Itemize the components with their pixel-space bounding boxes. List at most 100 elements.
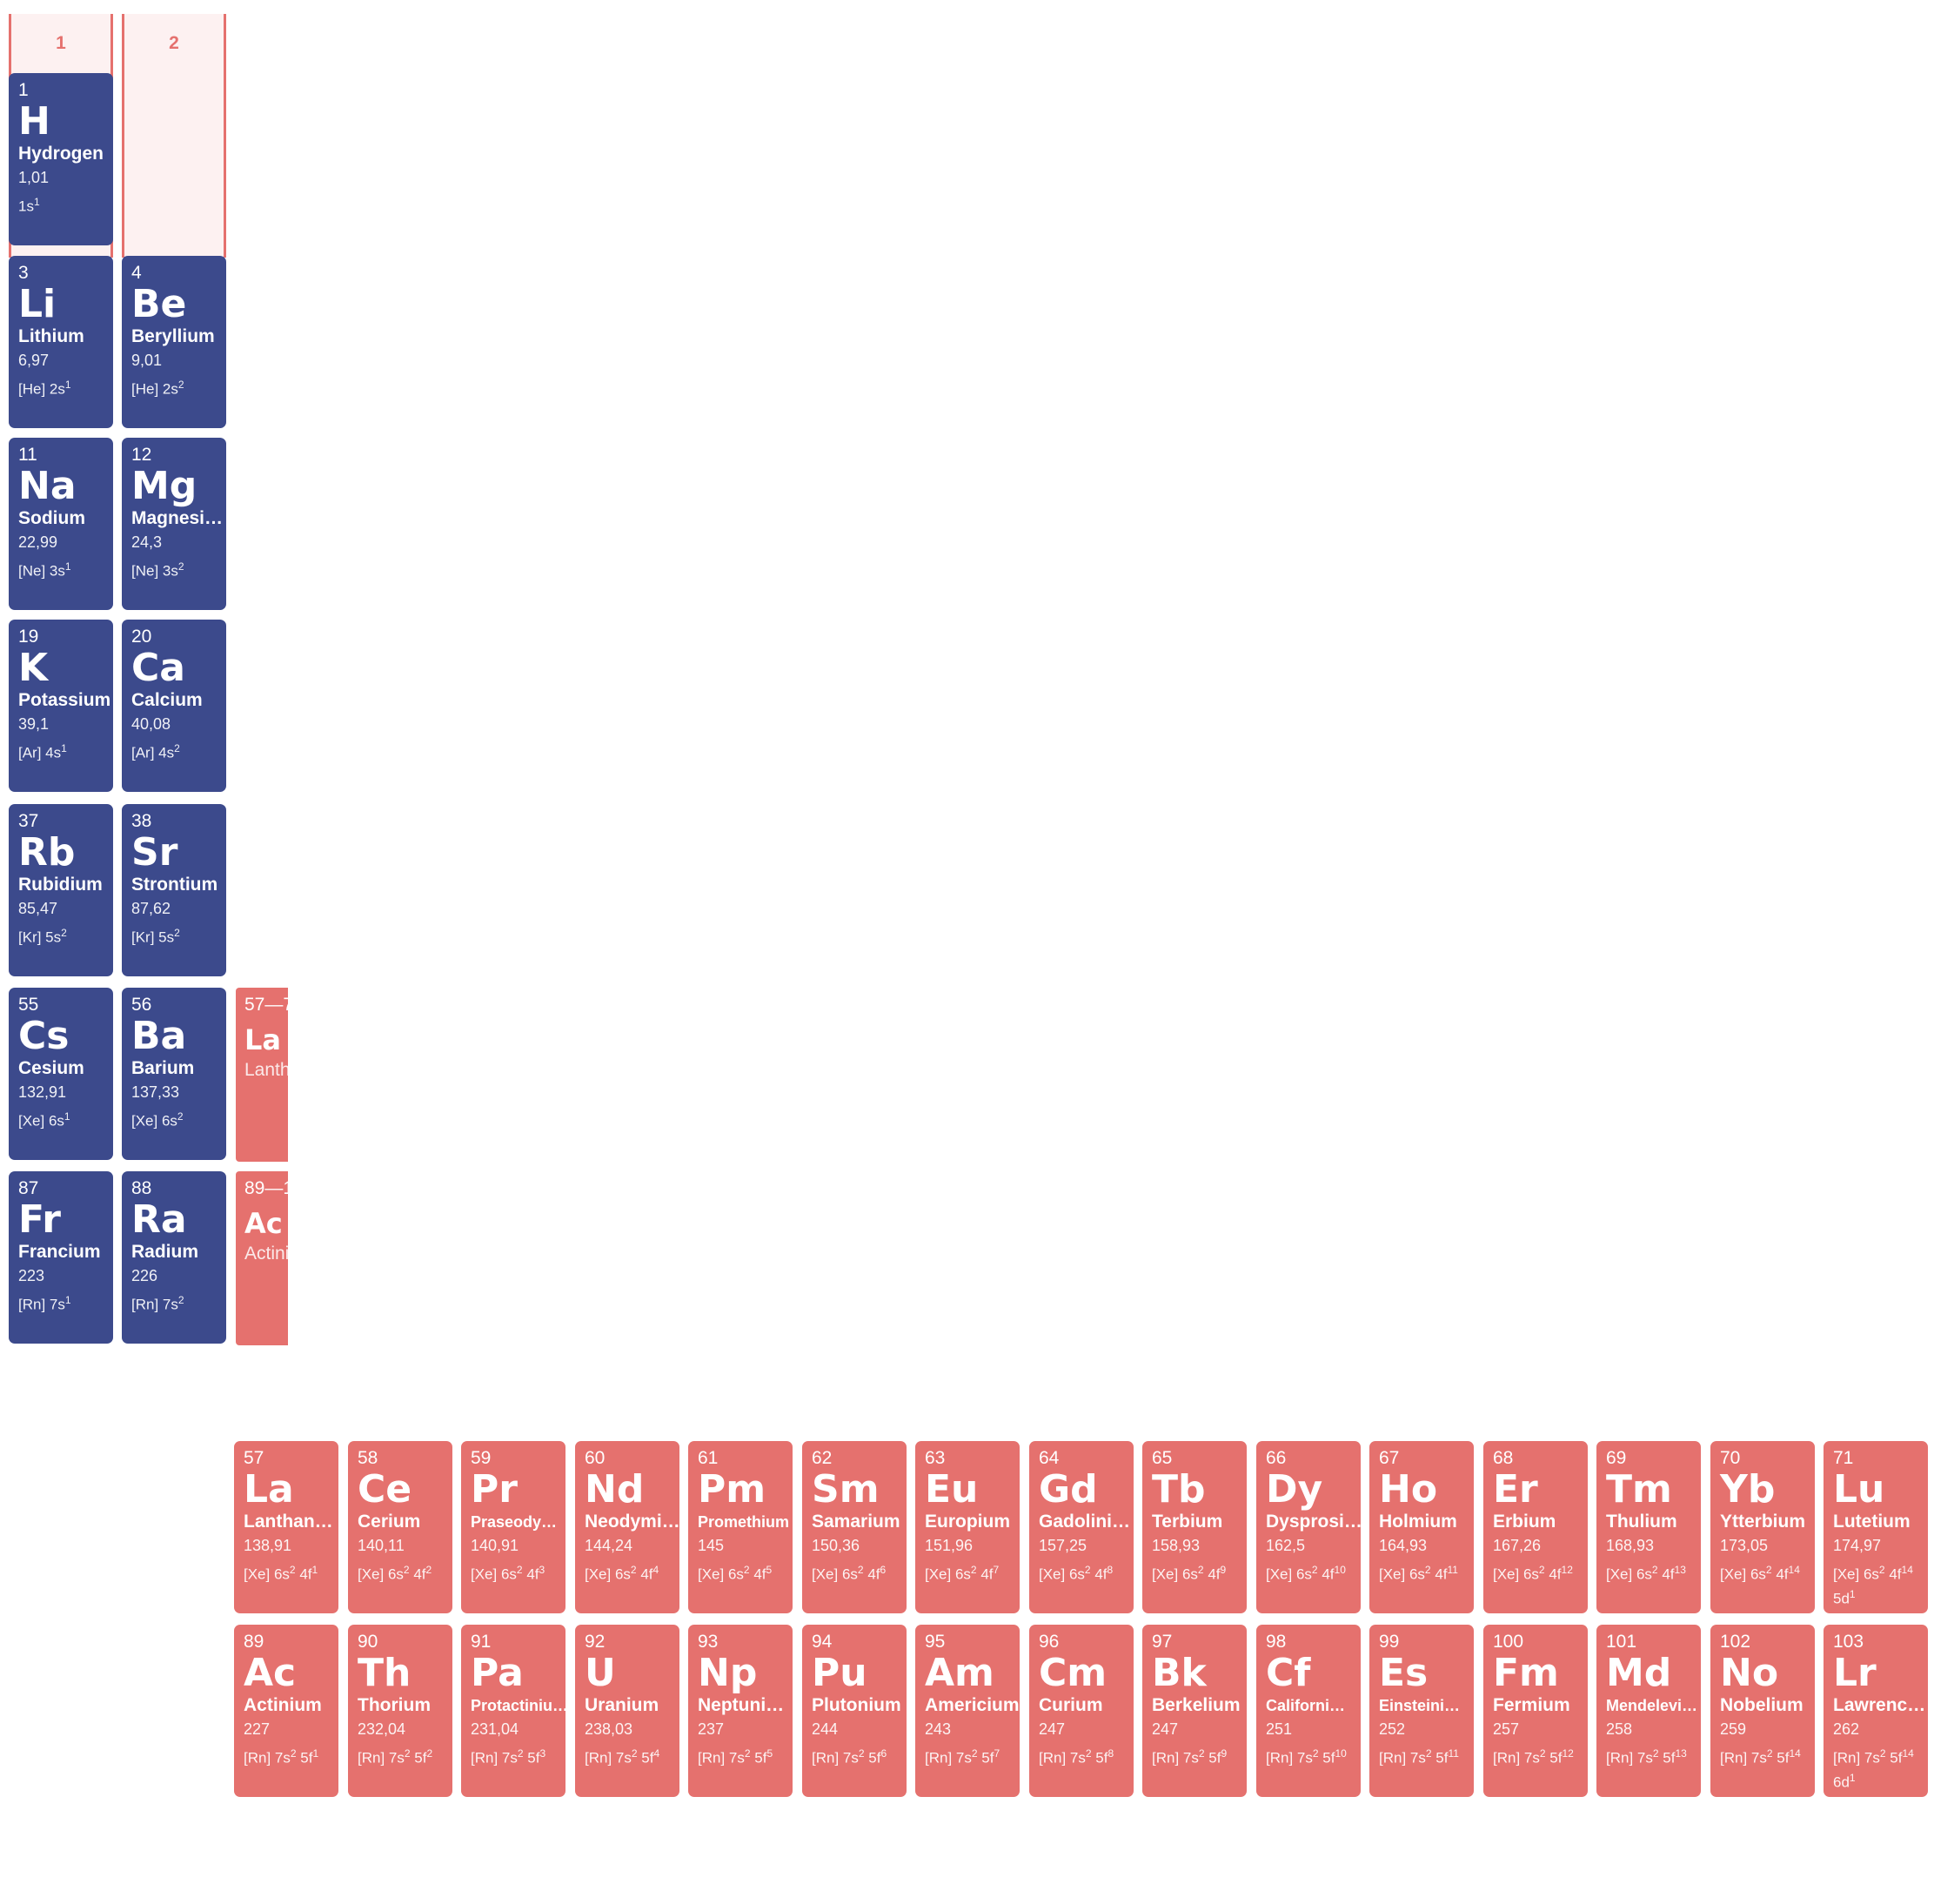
config-exponent: 2 [1085,1747,1092,1760]
element-tile-pu[interactable]: 94 Pu Plutonium 244 [Rn] 7s2 5f6 [802,1625,907,1797]
element-tile-sm[interactable]: 62 Sm Samarium 150,36 [Xe] 6s2 4f6 [802,1441,907,1613]
element-tile-er[interactable]: 68 Er Erbium 167,26 [Xe] 6s2 4f12 [1483,1441,1588,1613]
element-tile-u[interactable]: 92 U Uranium 238,03 [Rn] 7s2 5f4 [575,1625,679,1797]
element-tile-cm[interactable]: 96 Cm Curium 247 [Rn] 7s2 5f8 [1029,1625,1134,1797]
config-exponent: 2 [1084,1564,1091,1576]
element-tile-bk[interactable]: 97 Bk Berkelium 247 [Rn] 7s2 5f9 [1142,1625,1247,1797]
config-exponent: 12 [1562,1747,1574,1760]
electron-configuration: [Xe] 6s2 [131,1107,226,1131]
config-orbital: 5f [1545,1749,1563,1767]
atomic-number: 98 [1266,1632,1287,1652]
atomic-number: 65 [1152,1448,1173,1468]
element-symbol: Np [698,1651,758,1695]
element-tile-be[interactable]: 4 Be Beryllium 9,01 [He] 2s2 [122,256,226,428]
element-symbol: Li [18,282,57,326]
element-tile-no[interactable]: 102 No Nobelium 259 [Rn] 7s2 5f14 [1710,1625,1815,1797]
config-exponent: 1 [312,1747,319,1760]
element-tile-yb[interactable]: 70 Yb Ytterbium 173,05 [Xe] 6s2 4f14 [1710,1441,1815,1613]
atomic-mass: 87,62 [131,900,171,917]
element-tile-na[interactable]: 11 Na Sodium 22,99 [Ne] 3s1 [9,438,113,610]
element-symbol: H [18,99,50,144]
element-name: Plutonium [812,1695,901,1715]
element-tile-rb[interactable]: 37 Rb Rubidium 85,47 [Kr] 5s2 [9,804,113,976]
element-symbol: Ho [1379,1467,1438,1512]
config-orbital: [Ar] 4s [131,744,175,761]
element-symbol: Tb [1152,1467,1206,1512]
element-symbol: Gd [1039,1467,1098,1512]
element-tile-la[interactable]: 57 La Lanthan… 138,91 [Xe] 6s2 4f1 [234,1441,338,1613]
element-tile-cf[interactable]: 98 Cf Californi… 251 [Rn] 7s2 5f10 [1256,1625,1361,1797]
element-symbol: No [1720,1651,1779,1695]
element-tile-fm[interactable]: 100 Fm Fermium 257 [Rn] 7s2 5f12 [1483,1625,1588,1797]
atomic-mass: 247 [1152,1720,1179,1738]
config-orbital: [Xe] 6s [1606,1565,1652,1583]
atomic-mass: 145 [698,1537,725,1554]
element-tile-ba[interactable]: 56 Ba Barium 137,33 [Xe] 6s2 [122,988,226,1160]
element-tile-dy[interactable]: 66 Dy Dysprosi… 162,5 [Xe] 6s2 4f10 [1256,1441,1361,1613]
element-tile-lu[interactable]: 71 Lu Lutetium 174,97 [Xe] 6s2 4f14 5d1 [1824,1441,1928,1613]
element-tile-th[interactable]: 90 Th Thorium 232,04 [Rn] 7s2 5f2 [348,1625,452,1797]
element-tile-pm[interactable]: 61 Pm Promethium 145 [Xe] 6s2 4f5 [688,1441,793,1613]
element-tile-k[interactable]: 19 K Potassium 39,1 [Ar] 4s1 [9,620,113,792]
config-orbital: [Rn] 7s [698,1749,745,1767]
atomic-number: 12 [131,445,152,465]
series-reference-la[interactable]: 57—71 La Lanthanides [236,988,288,1162]
element-tile-ac[interactable]: 89 Ac Actinium 227 [Rn] 7s2 5f1 [234,1625,338,1797]
element-tile-li[interactable]: 3 Li Lithium 6,97 [He] 2s1 [9,256,113,428]
element-tile-ra[interactable]: 88 Ra Radium 226 [Rn] 7s2 [122,1171,226,1344]
element-tile-tb[interactable]: 65 Tb Terbium 158,93 [Xe] 6s2 4f9 [1142,1441,1247,1613]
electron-configuration: [Xe] 6s2 4f8 [1039,1560,1134,1585]
element-tile-md[interactable]: 101 Md Mendelevi… 258 [Rn] 7s2 5f13 [1596,1625,1701,1797]
config-exponent: 2 [1539,1747,1546,1760]
element-name: Thorium [358,1695,431,1715]
config-exponent: 5 [766,1747,773,1760]
element-tile-eu[interactable]: 63 Eu Europium 151,96 [Xe] 6s2 4f7 [915,1441,1020,1613]
element-symbol: Ce [358,1467,412,1512]
element-tile-fr[interactable]: 87 Fr Francium 223 [Rn] 7s1 [9,1171,113,1344]
element-tile-sr[interactable]: 38 Sr Strontium 87,62 [Kr] 5s2 [122,804,226,976]
config-orbital: 6d [1833,1773,1850,1791]
config-exponent: 2 [1424,1564,1431,1576]
element-tile-gd[interactable]: 64 Gd Gadolini… 157,25 [Xe] 6s2 4f8 [1029,1441,1134,1613]
electron-configuration: [He] 2s1 [18,375,113,399]
element-name: Thulium [1606,1512,1677,1532]
element-tile-mg[interactable]: 12 Mg Magnesi… 24,3 [Ne] 3s2 [122,438,226,610]
config-orbital: 5f [750,1749,767,1767]
series-reference-ac[interactable]: 89—103 Ac Actinides [236,1171,288,1345]
element-tile-pr[interactable]: 59 Pr Praseodym… 140,91 [Xe] 6s2 4f3 [461,1441,565,1613]
config-exponent: 3 [539,1564,545,1576]
element-tile-ca[interactable]: 20 Ca Calcium 40,08 [Ar] 4s2 [122,620,226,792]
element-symbol: Fr [18,1197,61,1242]
atomic-mass: 24,3 [131,533,163,551]
config-exponent: 2 [1198,1747,1205,1760]
config-orbital: [Rn] 7s [925,1749,972,1767]
config-orbital: [Rn] 7s [1493,1749,1540,1767]
element-symbol: Eu [925,1467,979,1512]
electron-configuration: [Rn] 7s2 5f2 [358,1744,452,1768]
element-tile-cs[interactable]: 55 Cs Cesium 132,91 [Xe] 6s1 [9,988,113,1160]
element-tile-h[interactable]: 1 H Hydrogen 1,01 1s1 [9,73,113,245]
element-name: Erbium [1493,1512,1556,1532]
element-tile-es[interactable]: 99 Es Einsteini… 252 [Rn] 7s2 5f11 [1369,1625,1474,1797]
element-tile-tm[interactable]: 69 Tm Thulium 168,93 [Xe] 6s2 4f13 [1596,1441,1701,1613]
config-orbital: 5d [1833,1590,1850,1607]
atomic-mass: 151,96 [925,1537,974,1554]
element-tile-am[interactable]: 95 Am Americium 243 [Rn] 7s2 5f7 [915,1625,1020,1797]
element-tile-np[interactable]: 93 Np Neptuni… 237 [Rn] 7s2 5f5 [688,1625,793,1797]
config-exponent: 2 [177,1110,184,1123]
config-exponent: 1 [64,1110,70,1123]
element-symbol: Mg [131,464,197,508]
element-tile-nd[interactable]: 60 Nd Neodymi… 144,24 [Xe] 6s2 4f4 [575,1441,679,1613]
element-symbol: Ba [131,1014,187,1058]
element-tile-ce[interactable]: 58 Ce Cerium 140,11 [Xe] 6s2 4f2 [348,1441,452,1613]
config-orbital: [Rn] 7s [244,1749,291,1767]
element-name: Calcium [131,690,203,710]
element-tile-pa[interactable]: 91 Pa Protactiniu… 231,04 [Rn] 7s2 5f3 [461,1625,565,1797]
element-tile-lr[interactable]: 103 Lr Lawrenci… 262 [Rn] 7s2 5f14 6d1 [1824,1625,1928,1797]
config-orbital: [Rn] 7s [18,1296,65,1313]
element-name: Cerium [358,1512,421,1532]
atomic-mass: 247 [1039,1720,1066,1738]
atomic-mass: 162,5 [1266,1537,1306,1554]
atomic-number: 63 [925,1448,946,1468]
element-tile-ho[interactable]: 67 Ho Holmium 164,93 [Xe] 6s2 4f11 [1369,1441,1474,1613]
